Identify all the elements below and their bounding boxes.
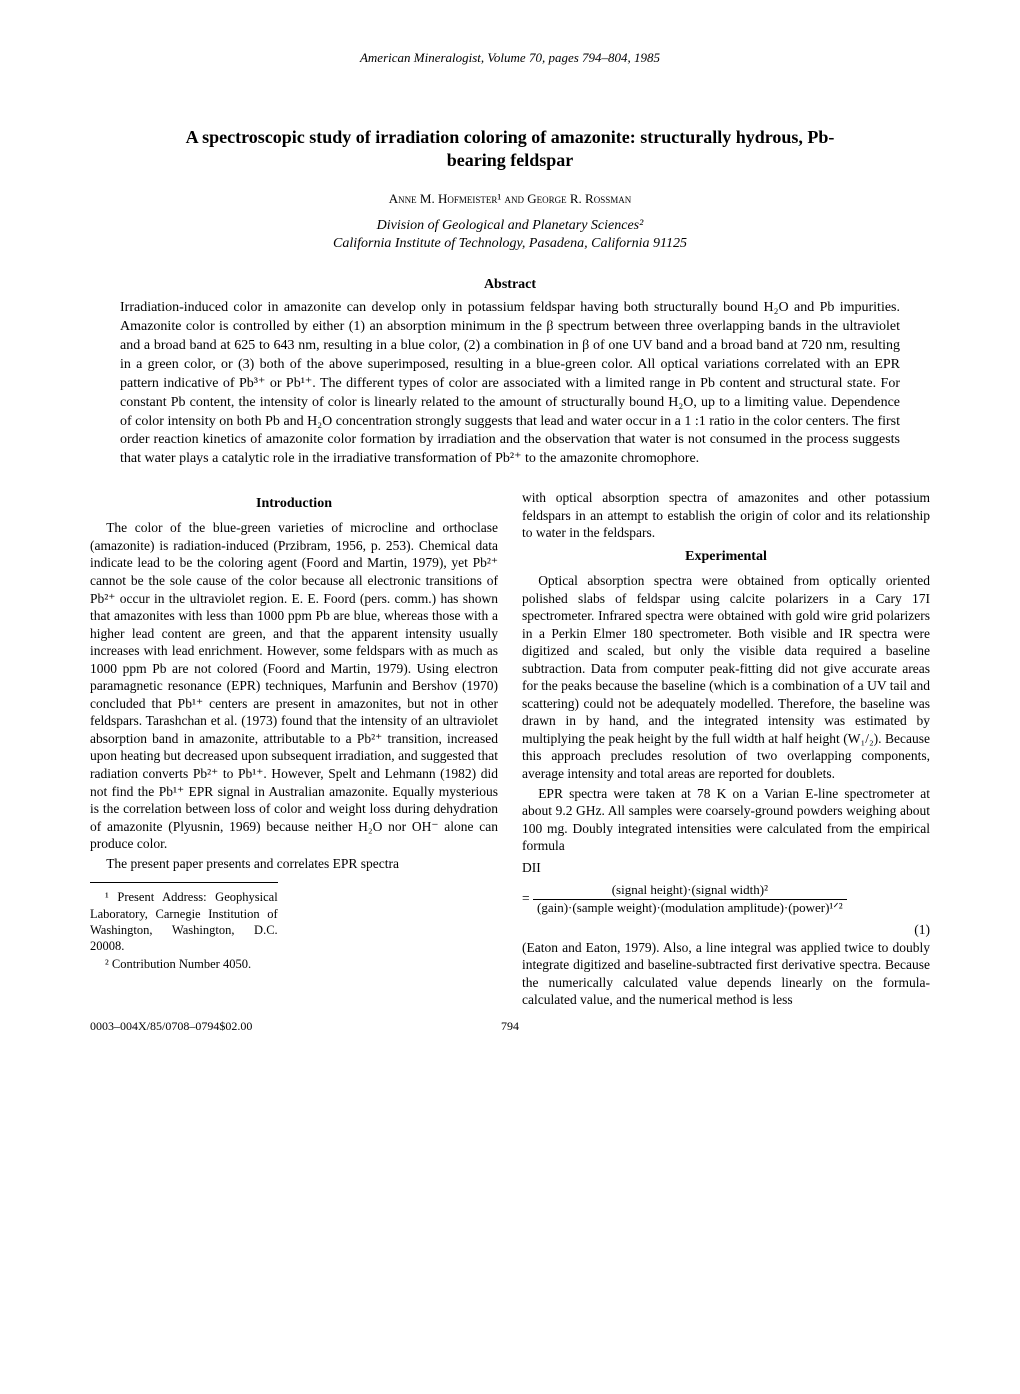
abstract-body: Irradiation-induced color in amazonite c… [120, 299, 900, 469]
article-title: A spectroscopic study of irradiation col… [160, 126, 860, 173]
formula-label: DII [522, 859, 930, 877]
footnote-1: ¹ Present Address: Geophysical Laborator… [90, 889, 278, 954]
formula-numerator: (signal height)·(signal width)² [533, 882, 847, 900]
introduction-heading: Introduction [90, 495, 498, 513]
abstract-heading: Abstract [90, 277, 930, 293]
formula-denominator: (gain)·(sample weight)·(modulation ampli… [533, 900, 847, 917]
affiliation-line-1: Division of Geological and Planetary Sci… [90, 217, 930, 235]
experimental-heading: Experimental [522, 548, 930, 566]
experimental-paragraph-2: EPR spectra were taken at 78 K on a Vari… [522, 785, 930, 855]
affiliation: Division of Geological and Planetary Sci… [90, 217, 930, 253]
formula-dii: = (signal height)·(signal width)² (gain)… [522, 878, 930, 921]
page-footer: 0003–004X/85/0708–0794$02.00 794 0003–00… [90, 1019, 930, 1034]
experimental-paragraph-3: (Eaton and Eaton, 1979). Also, a line in… [522, 939, 930, 1009]
footer-code: 0003–004X/85/0708–0794$02.00 [90, 1019, 252, 1034]
experimental-paragraph-1: Optical absorption spectra were obtained… [522, 572, 930, 783]
intro-paragraph-1: The color of the blue-green varieties of… [90, 519, 498, 852]
authors: Anne M. Hofmeister¹ and George R. Rossma… [90, 191, 930, 207]
journal-header: American Mineralogist, Volume 70, pages … [90, 50, 930, 66]
page-number: 794 [501, 1019, 519, 1034]
intro-paragraph-2a: The present paper presents and correlate… [90, 855, 498, 873]
body-columns: Introduction The color of the blue-green… [90, 489, 930, 1011]
footnotes: ¹ Present Address: Geophysical Laborator… [90, 882, 278, 972]
intro-paragraph-2b: with optical absorption spectra of amazo… [522, 489, 930, 542]
affiliation-line-2: California Institute of Technology, Pasa… [90, 235, 930, 253]
footnote-2: ² Contribution Number 4050. [90, 956, 278, 972]
